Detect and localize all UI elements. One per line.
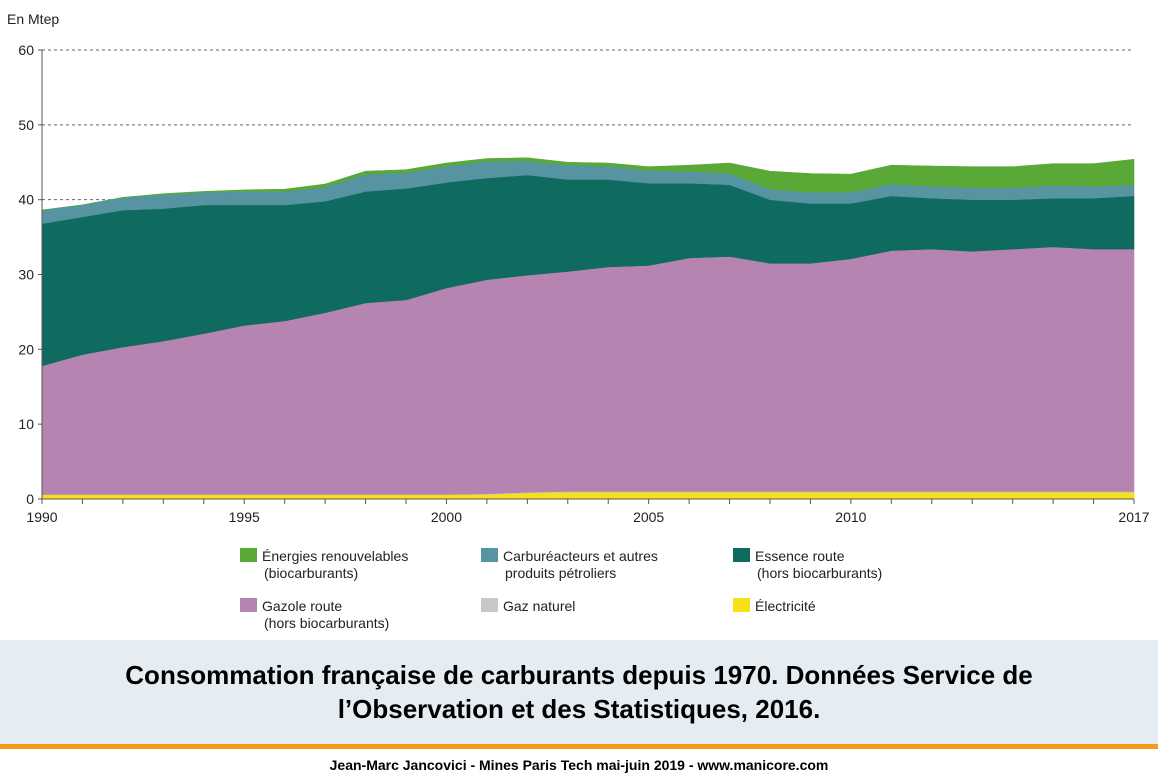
y-tick-label-40: 40 (18, 192, 34, 208)
axes: 0 10 20 30 40 50 60 1990 1995 2000 2005 2010 2017 En … (7, 11, 1150, 525)
y-tick-label-60: 60 (18, 42, 34, 58)
y-tick-label-20: 20 (18, 341, 34, 357)
caption-band: Consommation française de carburants dep… (0, 640, 1158, 744)
x-tick-label-2005: 2005 (633, 509, 664, 525)
legend-swatch-energies-renouvelables-biocarburants (240, 548, 257, 562)
caption: Consommation française de carburants dep… (125, 660, 1033, 724)
x-tick-label-2017: 2017 (1118, 509, 1149, 525)
footer: Jean-Marc Jancovici - Mines Paris Tech m… (329, 756, 829, 773)
legend-swatch-electricite (733, 598, 750, 612)
y-tick-label-30: 30 (18, 267, 34, 283)
x-tick-label-2000: 2000 (431, 509, 462, 525)
footer-band: Jean-Marc Jancovici - Mines Paris Tech m… (0, 749, 1158, 780)
legend-swatch-gaz-naturel (481, 598, 498, 612)
chart: 0 10 20 30 40 50 60 1990 1995 2000 2005 2010 2017 En … (7, 11, 1150, 631)
y-unit-label: En Mtep (7, 11, 59, 27)
x-tick-label-2010: 2010 (835, 509, 866, 525)
legend-label-essence-route-hors-biocarburants: Essence route (hors biocarburants) (755, 548, 882, 581)
legend-label-electricite: Électricité (755, 598, 816, 614)
legend-swatch-gazole-route-hors-biocarburants (240, 598, 257, 612)
legend-label-carbureacteurs-et-autres-produits-petroliers: Carburéacteurs et autres produits pétroli… (503, 548, 658, 581)
legend-label-gaz-naturel: Gaz naturel (503, 598, 575, 614)
x-tick-label-1995: 1995 (229, 509, 260, 525)
legend: Énergies renouvelables (biocarburants) Car… (240, 548, 882, 631)
legend-swatch-essence-route-hors-biocarburants (733, 548, 750, 562)
y-tick-label-50: 50 (18, 117, 34, 133)
y-tick-label-10: 10 (18, 416, 34, 432)
x-tick-label-1990: 1990 (26, 509, 57, 525)
legend-swatch-carbureacteurs-et-autres-produits-petroliers (481, 548, 498, 562)
stacked-areas (41, 157, 1135, 500)
area-energies-renouvelables-biocarburants (41, 157, 1135, 211)
y-tick-label-0: 0 (26, 491, 34, 507)
legend-label-gazole-route-hors-biocarburants: Gazole route (hors biocarburants) (262, 598, 389, 631)
divider (0, 744, 1158, 749)
legend-label-energies-renouvelables-biocarburants: Énergies renouvelables (biocarburants) (262, 548, 408, 581)
